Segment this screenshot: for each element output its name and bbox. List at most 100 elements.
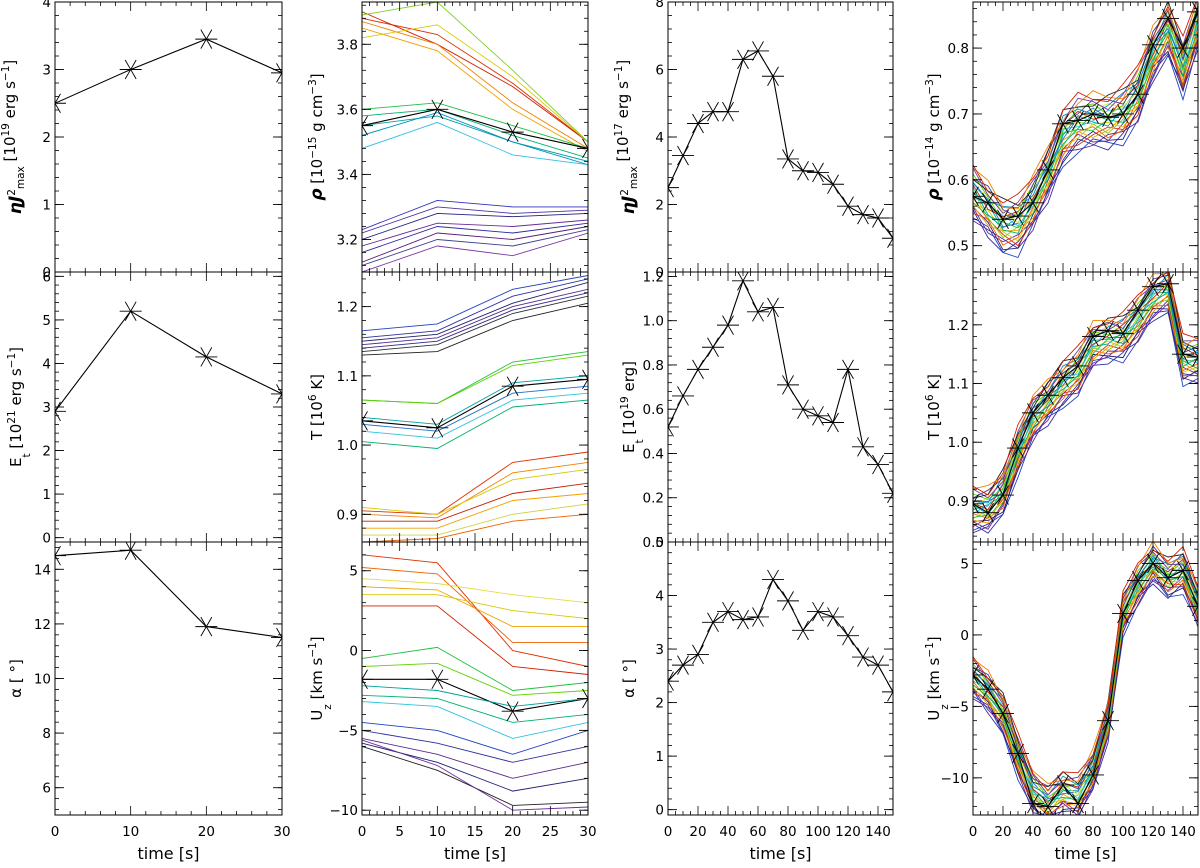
y-tick-label: 4 <box>42 0 51 11</box>
marker-stroke <box>582 688 588 700</box>
y-axis-label: α [ °] <box>7 659 25 698</box>
data-point-marker <box>1187 596 1198 617</box>
band-line <box>973 18 1198 234</box>
marker-stroke <box>1042 796 1054 815</box>
data-point-marker <box>501 701 524 721</box>
series-line <box>973 562 1198 808</box>
data-point-marker <box>992 209 1014 230</box>
marker-stroke <box>1147 35 1159 55</box>
series-line <box>362 646 588 691</box>
marker-stroke <box>1012 206 1024 226</box>
band-line <box>973 545 1198 792</box>
series-line <box>362 102 588 149</box>
marker-stroke <box>722 101 734 122</box>
data-point-marker <box>1187 2 1198 22</box>
band-line <box>973 557 1198 801</box>
marker-stroke <box>582 378 588 390</box>
y-tick-label: 0 <box>42 265 51 281</box>
panel-c7: 0.0 0.2 0.4 0.6 0.8 1.0 1.2 Et [1019 erg] <box>619 269 894 551</box>
data-point-marker <box>668 177 679 198</box>
band-line <box>973 40 1198 254</box>
series-line <box>362 108 588 159</box>
y-tick-label: 3.4 <box>337 167 358 183</box>
data-point-marker <box>1097 107 1119 127</box>
data-point-marker <box>1172 560 1194 581</box>
series-line <box>362 468 588 515</box>
plot-area <box>668 569 893 702</box>
marker-stroke <box>887 690 893 702</box>
band-line <box>973 40 1198 249</box>
data-point-marker <box>1187 347 1198 367</box>
y-tick-label: 3 <box>655 642 664 658</box>
series-line <box>362 11 588 143</box>
y-tick-label: 0.8 <box>643 358 664 374</box>
y-tick-label: −10 <box>330 803 359 819</box>
series-line <box>362 278 588 339</box>
y-tick-label: 6 <box>655 63 664 79</box>
y-tick-label: 3.6 <box>337 102 358 118</box>
marker-stroke <box>812 601 824 622</box>
x-tick-label: 15 <box>466 824 483 840</box>
marker-stroke <box>668 417 674 428</box>
marker-stroke <box>722 601 734 622</box>
marker-stroke <box>1102 710 1114 731</box>
y-tick-label: 6 <box>42 269 51 285</box>
y-tick-label: 8 <box>42 726 51 742</box>
y-tick-label: 3 <box>42 63 51 79</box>
label-part: 2 <box>6 189 18 196</box>
marker-stroke <box>842 625 854 646</box>
series-line <box>362 112 588 166</box>
label-part: max <box>628 166 640 189</box>
marker-stroke <box>1132 300 1144 320</box>
panel-c9: 0.50.60.70.8ρ [10−14 g cm−3] <box>924 1 1199 273</box>
marker-stroke <box>872 208 884 228</box>
y-tick-label: 1 <box>42 198 51 214</box>
plot-frame <box>54 271 283 543</box>
marker-stroke <box>1147 553 1159 574</box>
y-axis-label: Uz [km s−1] <box>924 636 951 720</box>
data-point-marker <box>762 66 784 87</box>
series-line <box>55 38 282 104</box>
marker-stroke <box>842 359 854 380</box>
series-line <box>362 385 588 432</box>
marker-stroke <box>973 665 979 676</box>
label-part: 19 <box>0 123 12 136</box>
data-point-marker <box>882 682 893 702</box>
label-part: 6 <box>924 394 936 401</box>
series-line <box>668 50 893 239</box>
label-part: ] <box>614 60 632 66</box>
series-line <box>362 375 588 425</box>
label-part: z <box>322 704 334 710</box>
data-point-marker <box>717 101 739 122</box>
marker-stroke <box>797 620 809 641</box>
y-tick-label: 5 <box>349 564 358 580</box>
marker-stroke <box>582 138 588 150</box>
panel-c1: 0 1 2 3 4 5 6 Et [1021 erg s−1] <box>6 269 283 547</box>
marker-stroke <box>973 195 979 207</box>
marker-stroke <box>1057 367 1069 388</box>
data-point-marker <box>762 569 784 590</box>
label-part: −3 <box>307 79 319 94</box>
series-line <box>362 17 588 143</box>
label-part: K] <box>925 374 943 394</box>
label-part: [km s <box>925 657 943 704</box>
data-point-marker <box>1142 276 1164 297</box>
marker-stroke <box>857 204 869 225</box>
plot-frame <box>361 541 589 816</box>
data-point-marker <box>777 149 799 169</box>
x-tick-label: 60 <box>749 824 766 840</box>
band-line <box>973 33 1198 251</box>
panel-c11: −10 −5 0 5 0 20 40 60 80 100 120 140 time [s] Uz [km … <box>924 541 1199 863</box>
data-point-marker <box>1007 743 1029 764</box>
label-part: t <box>21 453 33 457</box>
marker-stroke <box>1087 104 1099 124</box>
y-tick-label: 1.0 <box>337 438 358 454</box>
data-point-marker <box>732 609 754 630</box>
data-point-marker <box>577 138 588 159</box>
marker-stroke <box>362 678 368 690</box>
data-point-marker <box>702 612 724 633</box>
x-tick-label: 10 <box>429 824 446 840</box>
series-line <box>362 399 588 449</box>
marker-stroke <box>1192 596 1198 608</box>
